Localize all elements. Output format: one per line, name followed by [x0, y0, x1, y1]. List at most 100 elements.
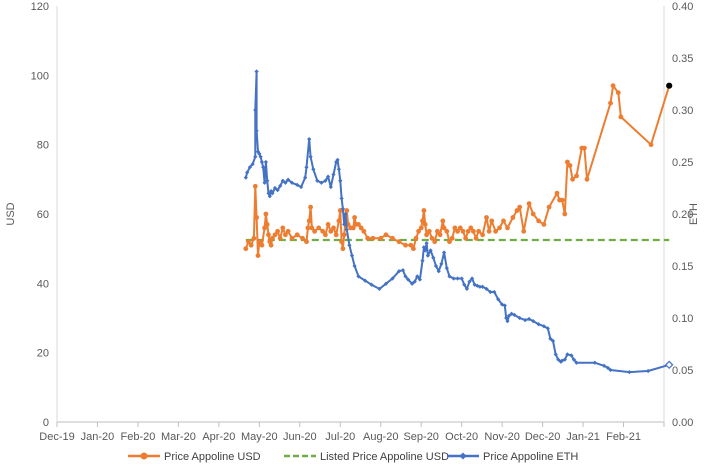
- data-point-price-eth: [431, 255, 436, 260]
- data-point-price-usd: [610, 83, 616, 89]
- data-point-price-eth: [254, 128, 259, 133]
- data-point-price-usd: [460, 228, 466, 234]
- data-point-price-usd: [336, 218, 342, 224]
- data-point-price-usd: [344, 208, 350, 213]
- data-point-price-eth: [433, 263, 439, 269]
- data-point-price-eth: [245, 170, 250, 175]
- data-point-price-eth: [289, 180, 295, 185]
- data-point-price-usd: [526, 201, 532, 207]
- data-point-price-eth: [266, 191, 271, 196]
- data-point-price-usd: [277, 235, 283, 241]
- data-point-price-usd: [476, 228, 481, 234]
- data-point-price-usd: [378, 235, 384, 241]
- data-point-price-usd: [424, 232, 429, 238]
- data-point-price-eth: [258, 154, 263, 159]
- data-point-price-usd: [340, 246, 346, 252]
- data-point-price-eth: [421, 245, 427, 250]
- data-point-price-usd: [421, 208, 427, 213]
- data-point-price-usd: [449, 235, 455, 241]
- data-point-price-usd: [648, 142, 654, 148]
- data-point-price-eth: [417, 277, 423, 282]
- data-point-price-eth: [550, 338, 556, 344]
- data-point-price-usd: [510, 215, 516, 220]
- data-point-price-usd: [480, 232, 485, 238]
- data-point-price-usd: [352, 215, 357, 220]
- legend-label-listed: Listed Price Appoline USD: [320, 451, 449, 463]
- data-point-price-eth: [428, 248, 433, 253]
- data-point-price-usd: [541, 222, 547, 227]
- data-point-price-usd: [254, 215, 259, 220]
- data-point-price-usd: [280, 225, 286, 231]
- data-point-price-usd: [615, 90, 621, 96]
- data-point-price-eth: [605, 365, 611, 371]
- data-point-price-eth: [467, 279, 472, 284]
- data-point-price-usd: [530, 211, 536, 217]
- legend-item-usd[interactable]: Price Appoline USD: [128, 451, 261, 463]
- data-point-price-usd: [262, 225, 267, 231]
- data-point-price-usd: [432, 239, 438, 245]
- data-point-price-usd: [370, 235, 376, 241]
- data-point-price-usd: [328, 228, 334, 234]
- data-point-price-usd: [411, 246, 416, 252]
- data-point-price-eth: [425, 253, 431, 258]
- y-right-tick-label: 0.35: [672, 53, 693, 65]
- y-right-tick-label: 0.25: [672, 157, 693, 169]
- legend-item-eth[interactable]: Price Appoline ETH: [447, 451, 578, 463]
- data-point-price-eth: [325, 174, 331, 179]
- data-point-price-eth: [340, 206, 346, 211]
- y-left-tick-label: 0: [43, 417, 49, 429]
- legend-label-eth: Price Appoline ETH: [483, 451, 578, 463]
- data-point-price-eth: [338, 178, 343, 183]
- data-point-price-eth: [645, 368, 651, 374]
- x-tick-label: Mar-20: [161, 431, 196, 443]
- data-point-price-eth: [409, 281, 415, 286]
- data-point-price-eth: [556, 357, 561, 362]
- data-point-price-eth: [257, 151, 262, 156]
- data-point-price-eth: [574, 360, 579, 365]
- data-point-price-usd: [501, 218, 506, 224]
- data-point-price-usd: [358, 225, 364, 231]
- data-point-price-usd: [270, 235, 275, 241]
- data-point-price-usd: [521, 228, 527, 234]
- data-point-price-eth: [548, 336, 553, 341]
- legend-item-listed[interactable]: Listed Price Appoline USD: [284, 451, 449, 463]
- data-point-price-usd: [333, 232, 339, 238]
- data-point-price-usd: [514, 208, 520, 213]
- data-point-price-eth: [262, 180, 267, 185]
- data-point-price-usd: [350, 225, 356, 231]
- data-point-price-usd: [546, 204, 552, 210]
- data-point-price-eth: [283, 180, 288, 185]
- data-point-price-eth: [569, 353, 574, 358]
- x-tick-label: Jan-20: [81, 431, 115, 443]
- data-point-price-usd: [666, 82, 673, 89]
- data-point-price-eth: [343, 211, 348, 217]
- data-point-price-usd: [565, 159, 570, 165]
- data-point-price-usd: [305, 225, 311, 231]
- data-point-price-usd: [289, 235, 295, 241]
- data-point-price-usd: [463, 235, 468, 241]
- data-point-price-usd: [263, 211, 269, 217]
- data-point-price-eth: [342, 222, 347, 227]
- data-point-price-eth: [627, 369, 632, 375]
- axes-layer: [56, 6, 665, 423]
- data-point-price-eth: [506, 313, 512, 319]
- data-point-price-usd: [408, 242, 414, 248]
- data-point-price-eth: [517, 315, 522, 321]
- data-point-price-usd: [517, 204, 523, 210]
- data-point-price-eth: [451, 276, 456, 281]
- data-point-price-eth: [499, 302, 505, 307]
- data-point-price-eth: [352, 263, 357, 269]
- data-point-price-usd: [361, 228, 367, 234]
- data-point-price-usd: [418, 225, 424, 231]
- data-point-price-eth: [344, 227, 349, 232]
- data-point-price-eth: [412, 279, 417, 284]
- data-point-price-usd: [447, 239, 452, 245]
- y-right-tick-label: 0.05: [672, 365, 693, 377]
- x-tick-label: Aug-20: [363, 431, 398, 443]
- data-point-price-usd: [497, 225, 502, 231]
- data-point-price-eth: [553, 352, 558, 357]
- data-point-price-eth: [545, 326, 550, 331]
- data-point-price-eth: [369, 282, 374, 287]
- y-left-tick-label: 80: [37, 140, 49, 152]
- y-left-tick-label: 20: [37, 348, 49, 360]
